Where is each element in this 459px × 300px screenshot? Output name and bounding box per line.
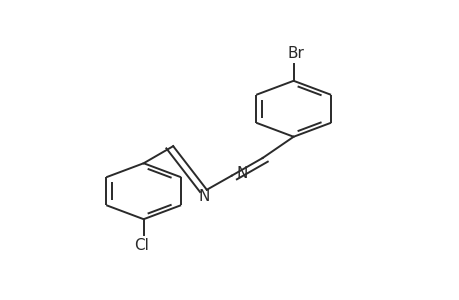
Text: N: N [235,166,247,181]
Text: Br: Br [287,46,304,62]
Text: Cl: Cl [134,238,149,253]
Text: N: N [198,189,210,204]
